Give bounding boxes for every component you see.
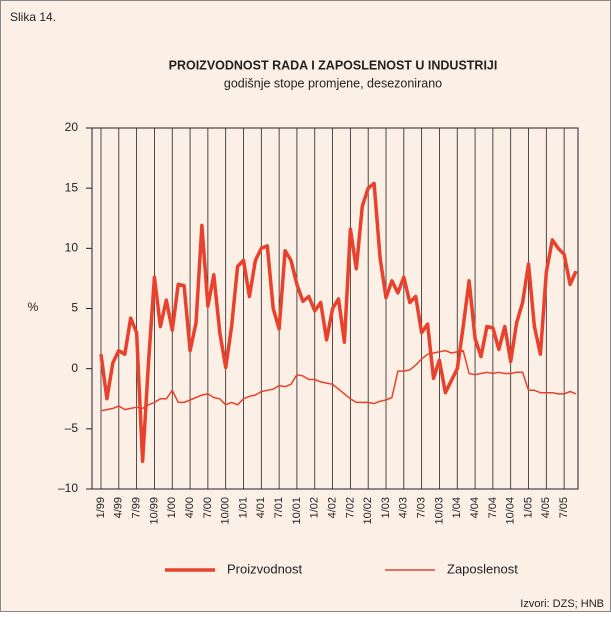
x-tick-label: 10/99 [148, 497, 160, 525]
y-tick-label: 20 [65, 120, 79, 134]
x-tick-label: 4/99 [113, 497, 125, 518]
x-tick-label: 10/02 [362, 497, 374, 525]
series-line [99, 181, 578, 464]
x-tick-label: 1/99 [95, 497, 107, 518]
legend-label: Zaposlenost [447, 561, 518, 576]
x-tick-label: 10/03 [433, 497, 445, 525]
y-tick-label: 10 [65, 241, 79, 255]
y-tick-label: 5 [71, 301, 78, 315]
x-tick-label: 1/03 [380, 497, 392, 518]
x-tick-label: 4/00 [184, 497, 196, 518]
chart-title: PROIZVODNOST RADA I ZAPOSLENOST U INDUST… [169, 58, 498, 72]
y-tick-label: –10 [58, 481, 78, 495]
x-tick-label: 1/05 [522, 497, 534, 518]
source: Izvori: DZS; HNB [520, 598, 604, 610]
x-tick-label: 1/04 [451, 497, 463, 518]
x-tick-label: 4/02 [326, 497, 338, 518]
y-axis-label: % [28, 300, 39, 314]
x-tick-label: 1/01 [237, 497, 249, 518]
x-tick-label: 7/03 [416, 497, 428, 518]
x-tick-label: 4/03 [398, 497, 410, 518]
x-tick-label: 4/05 [540, 497, 552, 518]
x-tick-label: 7/05 [558, 497, 570, 518]
x-tick-label: 10/04 [505, 497, 517, 525]
x-tick-label: 7/00 [202, 497, 214, 518]
legend-label: Proizvodnost [227, 561, 303, 576]
x-tick-label: 7/99 [131, 497, 143, 518]
series-line [100, 349, 577, 412]
x-tick-label: 1/02 [309, 497, 321, 518]
x-tick-label: 4/04 [469, 497, 481, 518]
y-tick-label: –5 [65, 421, 79, 435]
x-tick-label: 1/00 [166, 497, 178, 518]
x-tick-label: 7/01 [273, 497, 285, 518]
x-tick-label: 7/02 [344, 497, 356, 518]
chart-subtitle: godišnje stope promjene, desezonirano [224, 76, 442, 90]
y-tick-label: 0 [71, 361, 78, 375]
figure-label: Slika 14. [10, 10, 56, 24]
y-tick-label: 15 [65, 180, 79, 194]
x-tick-label: 4/01 [255, 497, 267, 518]
x-tick-label: 10/00 [220, 497, 232, 525]
x-tick-label: 7/04 [487, 497, 499, 518]
x-tick-label: 10/01 [291, 497, 303, 525]
